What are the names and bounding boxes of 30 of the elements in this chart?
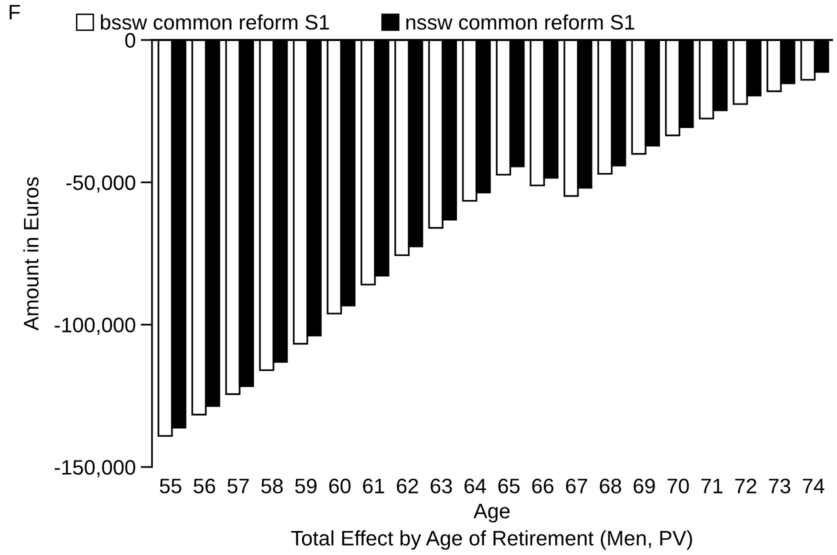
x-tick-label: 66 (532, 478, 554, 494)
y-tick-label: -150,000 (54, 460, 136, 478)
y-axis-title: Amount in Euros (23, 177, 39, 330)
x-tick-label: 59 (295, 478, 317, 494)
x-tick-label: 73 (769, 478, 790, 494)
x-tick-label: 69 (634, 478, 655, 494)
x-tick-label: 72 (735, 478, 756, 494)
x-tick-label: 55 (160, 478, 182, 494)
x-tick-label: 58 (261, 478, 283, 494)
x-tick-label: 57 (228, 478, 249, 494)
x-tick-label: 71 (701, 478, 722, 494)
x-tick-label: 74 (802, 478, 824, 494)
x-tick-label: 64 (464, 478, 486, 494)
x-tick-label: 63 (430, 478, 452, 494)
x-tick-label: 65 (498, 478, 520, 494)
text: Total Effect by Age of Retirement (Men, PV) (291, 530, 692, 550)
y-tick-label: 0 (125, 33, 136, 48)
x-tick-label: 61 (363, 478, 384, 494)
legend-label: nssw common reform S1 (406, 14, 634, 30)
legend-label: bssw common reform S1 (100, 14, 329, 30)
x-tick-label: 67 (566, 478, 588, 494)
x-tick-label: 70 (668, 478, 689, 494)
x-tick-label: 60 (329, 478, 351, 494)
y-tick-label: -100,000 (54, 318, 136, 335)
text: F (10, 5, 20, 20)
x-tick-label: 62 (396, 478, 418, 494)
y-tick-label: -50,000 (66, 175, 136, 193)
x-tick-label: 68 (600, 478, 622, 494)
x-tick-label: 56 (194, 478, 216, 494)
x-axis-title: Age (474, 504, 510, 523)
